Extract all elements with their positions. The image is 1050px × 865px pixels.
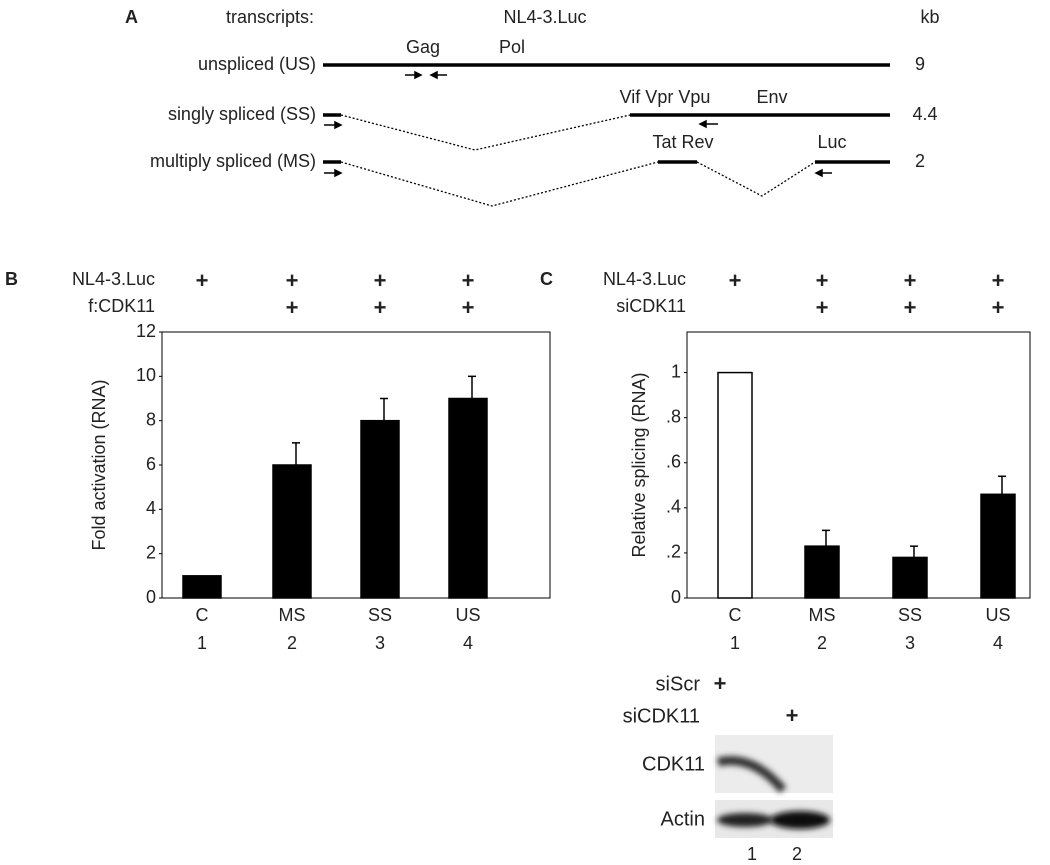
x-tick-label: SS [898, 605, 922, 625]
condition-mark: + [904, 268, 917, 293]
bar [448, 397, 488, 599]
plot-frame [161, 331, 551, 599]
panel-label: C [540, 269, 553, 289]
transcript-label: multiply spliced (MS) [150, 151, 316, 171]
gene: Luc [817, 132, 846, 152]
bar [804, 545, 840, 599]
panel-label: A [125, 7, 138, 27]
condition-mark: + [462, 295, 475, 320]
y-tick-label: .8 [666, 406, 681, 426]
condition-label: NL4-3.Luc [603, 269, 686, 289]
panel-label: B [5, 269, 18, 289]
x-tick-label: C [729, 605, 742, 625]
gene: Env [756, 87, 787, 107]
lane-label: 2 [287, 633, 297, 653]
bar [717, 371, 753, 599]
condition-mark: + [714, 671, 727, 696]
condition-mark: + [286, 268, 299, 293]
exons [323, 63, 890, 164]
condition-mark: + [196, 268, 209, 293]
condition-mark: + [786, 703, 799, 728]
band [717, 813, 773, 827]
condition-mark: + [816, 268, 829, 293]
y-tick-label: 8 [146, 409, 156, 429]
y-tick-label: 12 [136, 321, 156, 341]
lane-label: 2 [817, 633, 827, 653]
condition-mark: + [904, 295, 917, 320]
primers [324, 70, 832, 178]
bar [360, 419, 400, 599]
gene: Gag [406, 37, 440, 57]
x-tick-label: US [985, 605, 1010, 625]
band-label: Actin [661, 808, 705, 830]
x-tick-label: SS [368, 605, 392, 625]
condition-mark: + [729, 268, 742, 293]
x-tick-label: US [455, 605, 480, 625]
y-axis-label: Relative splicing (RNA) [629, 372, 649, 557]
band [770, 811, 830, 829]
bar [272, 464, 312, 599]
y-axis-label: Fold activation (RNA) [89, 379, 109, 550]
introns [340, 114, 816, 207]
lane-label: 2 [792, 844, 802, 864]
condition-label: siScr [656, 673, 701, 695]
condition-label: f:CDK11 [88, 296, 155, 316]
bar [182, 575, 222, 599]
kb: 4.4 [912, 104, 937, 124]
transcript-label: singly spliced (SS) [168, 104, 316, 124]
y-tick-label: 4 [146, 498, 156, 518]
gene: Tat Rev [652, 132, 713, 152]
gene: Pol [499, 37, 525, 57]
condition-mark: + [816, 295, 829, 320]
condition-mark: + [374, 268, 387, 293]
kb: 2 [915, 151, 925, 171]
y-tick-label: 1 [671, 361, 681, 381]
y-tick-label: .2 [666, 542, 681, 562]
lane-label: 3 [905, 633, 915, 653]
condition-label: siCDK11 [616, 296, 686, 316]
x-tick-label: MS [809, 605, 836, 625]
transcript-label: unspliced (US) [198, 54, 316, 74]
band-label: CDK11 [642, 753, 705, 775]
construct: NL4-3.Luc [503, 7, 586, 27]
y-tick-label: 10 [136, 365, 156, 385]
condition-mark: + [286, 295, 299, 320]
x-tick-label: C [196, 605, 209, 625]
y-tick-label: .6 [666, 451, 681, 471]
y-tick-label: 6 [146, 454, 156, 474]
condition-mark: + [462, 268, 475, 293]
bar [980, 493, 1016, 599]
condition-mark: + [992, 268, 1005, 293]
condition-label: siCDK11 [623, 705, 700, 727]
plot-frame [686, 331, 1031, 599]
y-tick-label: 2 [146, 542, 156, 562]
lane-label: 1 [197, 633, 207, 653]
condition-mark: + [992, 295, 1005, 320]
lane-label: 3 [375, 633, 385, 653]
gene: Vif Vpr Vpu [620, 87, 711, 107]
lane-label: 4 [463, 633, 473, 653]
y-tick-label: 0 [146, 587, 156, 607]
lane-label: 1 [747, 844, 757, 864]
y-tick-label: 0 [671, 587, 681, 607]
kb: 9 [915, 54, 925, 74]
lane-label: 1 [730, 633, 740, 653]
x-tick-label: MS [279, 605, 306, 625]
bar [892, 556, 928, 599]
band [716, 756, 787, 793]
unit: kb [920, 7, 939, 27]
y-tick-label: .4 [666, 497, 681, 517]
condition-mark: + [374, 295, 387, 320]
condition-label: NL4-3.Luc [72, 269, 155, 289]
header: transcripts: [226, 7, 314, 27]
lane-label: 4 [993, 633, 1003, 653]
